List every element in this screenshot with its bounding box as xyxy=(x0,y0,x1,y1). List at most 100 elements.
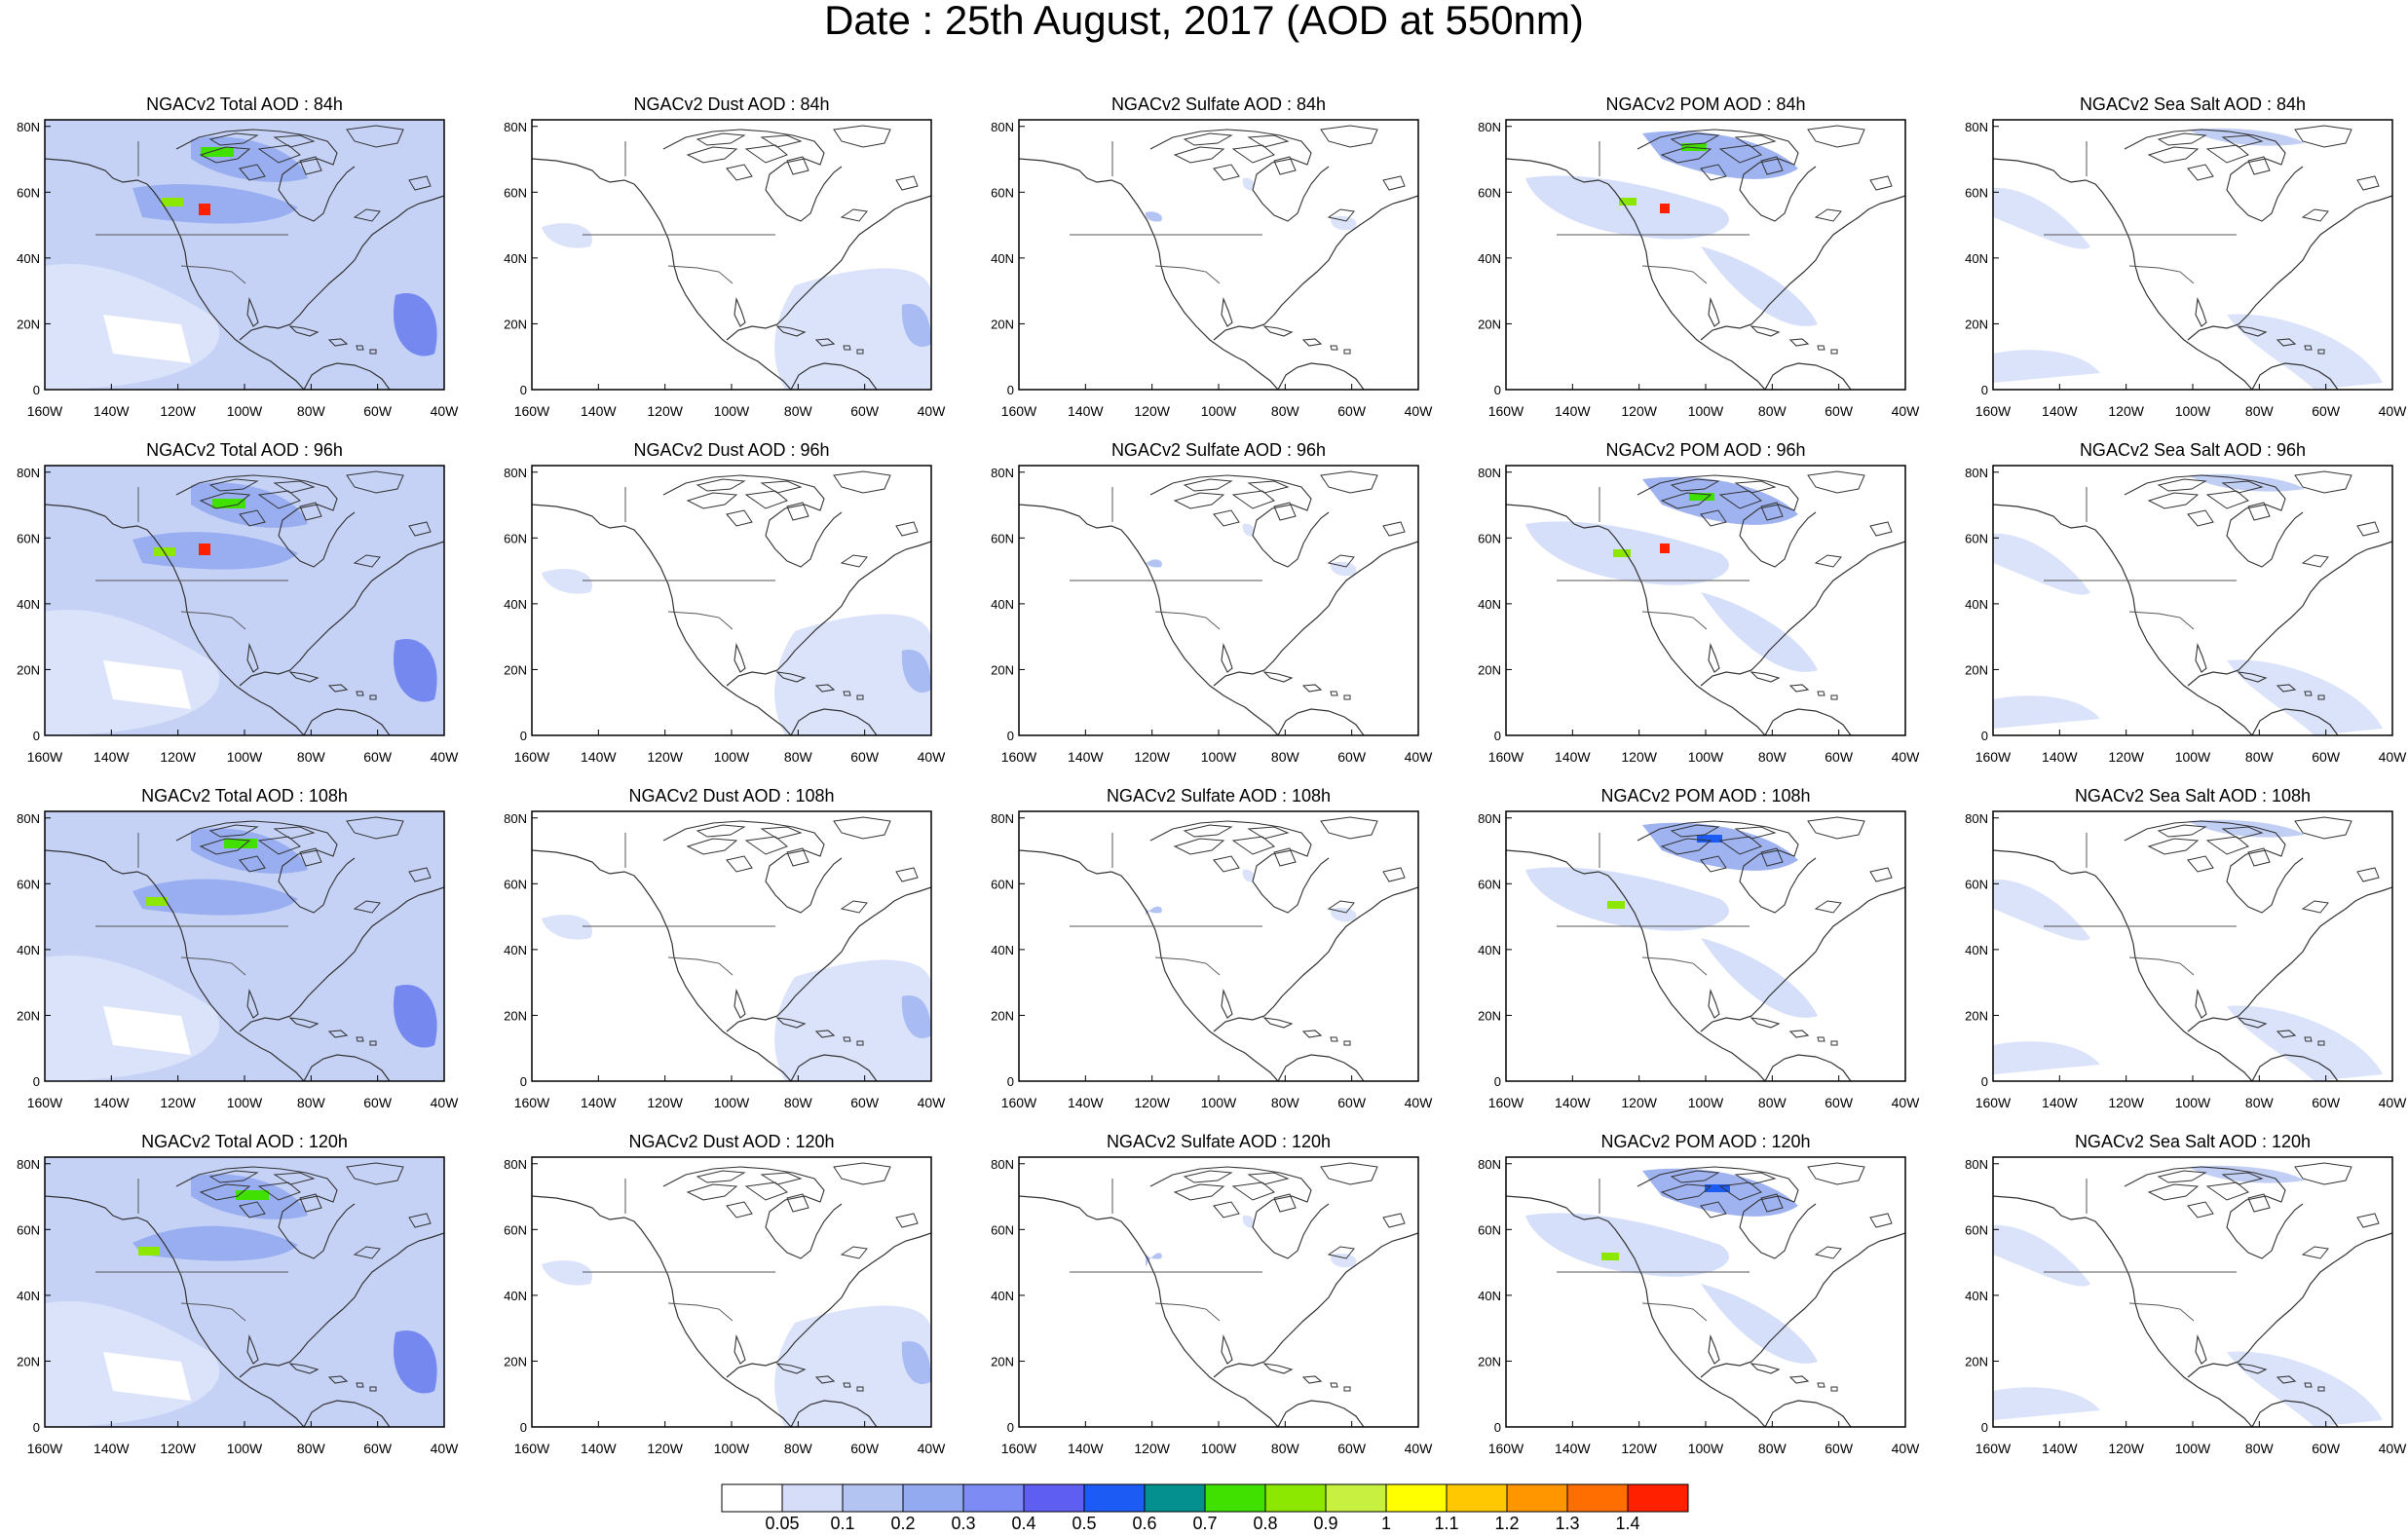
colorbar-swatch xyxy=(1144,1483,1206,1513)
lat-tick-label: 20N xyxy=(991,1008,1014,1023)
colorbar-label: 0.7 xyxy=(1192,1514,1218,1533)
lon-tick-label: 40W xyxy=(431,749,460,765)
map-field xyxy=(532,1157,931,1427)
lat-tick-label: 80N xyxy=(1965,811,1988,826)
aod-hotspot xyxy=(236,1190,269,1200)
aod-clear-region xyxy=(103,1006,191,1055)
lon-tick-label: 100W xyxy=(1688,1441,1724,1456)
sulfate-region xyxy=(1242,177,1255,191)
panel-title: NGACv2 Sea Salt AOD : 96h xyxy=(2080,440,2306,460)
lat-tick-label: 0 xyxy=(1007,383,1014,397)
lat-tick-label: 60N xyxy=(1965,1222,1988,1237)
panel-title: NGACv2 Total AOD : 96h xyxy=(146,440,343,460)
lon-tick-label: 120W xyxy=(1134,403,1170,419)
lat-tick-label: 60N xyxy=(991,531,1014,545)
colorbar-label: 0.2 xyxy=(890,1514,916,1533)
map-panel: NGACv2 POM AOD : 108h 0 20N 40N 60N 80N 160W 14… xyxy=(1478,786,1920,1110)
aod-hotspot xyxy=(146,897,168,906)
lat-tick-label: 80N xyxy=(504,811,527,826)
lon-tick-label: 80W xyxy=(784,1441,813,1456)
map-panel: NGACv2 Total AOD : 96h 0 20N 40N 60N 80N 160W 1… xyxy=(17,440,459,765)
lon-tick-label: 40W xyxy=(918,1095,947,1110)
lat-tick-label: 0 xyxy=(1981,383,1988,397)
aod-clear-region xyxy=(103,660,191,709)
lat-tick-label: 80N xyxy=(17,811,40,826)
lon-tick-label: 40W xyxy=(1892,1441,1921,1456)
lon-tick-label: 40W xyxy=(1892,1095,1921,1110)
lon-tick-label: 140W xyxy=(1555,403,1591,419)
lon-tick-label: 140W xyxy=(581,1441,617,1456)
lat-tick-label: 0 xyxy=(33,383,40,397)
lon-tick-label: 40W xyxy=(1405,749,1434,765)
lat-tick-label: 20N xyxy=(17,662,40,677)
lon-tick-label: 160W xyxy=(514,403,550,419)
lat-tick-label: 40N xyxy=(1965,1289,1988,1303)
lon-tick-label: 140W xyxy=(1068,1095,1104,1110)
lon-tick-label: 60W xyxy=(850,749,880,765)
lon-tick-label: 100W xyxy=(714,749,750,765)
lon-tick-label: 140W xyxy=(1555,1441,1591,1456)
lon-tick-label: 140W xyxy=(2042,749,2078,765)
sulfate-region xyxy=(1145,558,1162,568)
dust-core-region xyxy=(901,995,931,1039)
lon-tick-label: 60W xyxy=(850,1441,880,1456)
lon-tick-label: 40W xyxy=(1892,403,1921,419)
lon-tick-label: 60W xyxy=(1825,403,1854,419)
seasalt-region xyxy=(1993,1041,2100,1074)
lon-tick-label: 120W xyxy=(160,403,196,419)
lat-tick-label: 80N xyxy=(504,1157,527,1172)
lat-tick-label: 60N xyxy=(1478,877,1501,891)
colorbar-label: 0.4 xyxy=(1011,1514,1036,1533)
lat-tick-label: 40N xyxy=(991,597,1014,612)
lat-tick-label: 80N xyxy=(991,120,1014,134)
panel-title: NGACv2 Sea Salt AOD : 84h xyxy=(2080,94,2306,114)
lat-tick-label: 80N xyxy=(1965,466,1988,480)
lat-tick-label: 0 xyxy=(1007,729,1014,743)
lat-tick-label: 0 xyxy=(520,1420,527,1435)
aod-hotspot xyxy=(212,499,245,508)
lon-tick-label: 140W xyxy=(94,403,130,419)
pom-smoke-region xyxy=(1701,1284,1818,1364)
colorbar-swatch xyxy=(902,1483,964,1513)
lat-tick-label: 60N xyxy=(17,185,40,200)
seasalt-region xyxy=(1993,533,2090,595)
map-field xyxy=(1019,1157,1418,1427)
aod-hotspot xyxy=(138,1247,160,1256)
lon-tick-label: 140W xyxy=(1555,749,1591,765)
dust-plume-region xyxy=(774,268,931,390)
lat-tick-label: 0 xyxy=(520,1074,527,1089)
map-panel: NGACv2 Total AOD : 120h 0 20N 40N 60N 80N 160W… xyxy=(17,1132,459,1456)
map-field xyxy=(532,811,931,1081)
lon-tick-label: 100W xyxy=(2175,403,2211,419)
colorbar-swatch xyxy=(1023,1483,1085,1513)
lon-tick-label: 140W xyxy=(581,403,617,419)
lon-tick-label: 80W xyxy=(2245,749,2275,765)
lat-tick-label: 20N xyxy=(1965,1008,1988,1023)
map-field xyxy=(1993,1157,2392,1427)
map-field xyxy=(45,120,444,390)
lon-tick-label: 80W xyxy=(2245,403,2275,419)
lon-tick-label: 100W xyxy=(1688,403,1724,419)
aod-atlantic-region xyxy=(394,639,437,702)
colorbar-swatch xyxy=(721,1483,783,1513)
lat-tick-label: 40N xyxy=(17,597,40,612)
lon-tick-label: 140W xyxy=(581,1095,617,1110)
lat-tick-label: 0 xyxy=(1494,729,1501,743)
seasalt-region xyxy=(2227,1005,2383,1081)
lon-tick-label: 80W xyxy=(1758,749,1787,765)
map-panel: NGACv2 Sea Salt AOD : 96h 0 20N 40N 60N 80N 16… xyxy=(1965,440,2407,765)
pom-hotspot xyxy=(1705,1184,1730,1192)
lat-tick-label: 60N xyxy=(17,1222,40,1237)
map-field xyxy=(1506,466,1905,735)
map-panel: NGACv2 Sulfate AOD : 120h 0 20N 40N 60N 80N 16… xyxy=(991,1132,1433,1456)
lat-tick-label: 0 xyxy=(1494,383,1501,397)
lat-tick-label: 40N xyxy=(1478,251,1501,266)
map-panel: NGACv2 Sea Salt AOD : 84h 0 20N 40N 60N 80N 16… xyxy=(1965,94,2407,419)
lon-tick-label: 100W xyxy=(2175,749,2211,765)
colorbar-swatch xyxy=(962,1483,1025,1513)
lon-tick-label: 120W xyxy=(1621,403,1657,419)
lon-tick-label: 160W xyxy=(1001,1441,1037,1456)
lon-tick-label: 40W xyxy=(431,1095,460,1110)
lat-tick-label: 40N xyxy=(17,1289,40,1303)
seasalt-region xyxy=(2227,314,2383,390)
